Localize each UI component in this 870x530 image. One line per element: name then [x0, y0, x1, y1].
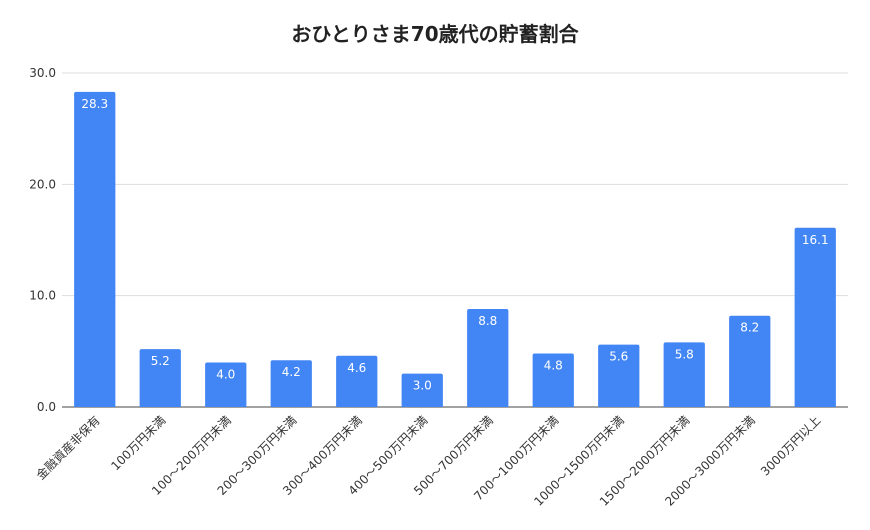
x-tick-label: 3000万円以上: [758, 413, 823, 478]
bar: [532, 353, 574, 407]
bar: [598, 344, 640, 407]
bar: [729, 315, 771, 407]
data-label: 4.2: [282, 365, 301, 379]
bar: [336, 355, 378, 407]
y-axis-ticks: 0.0 10.0 20.0 30.0: [29, 66, 56, 414]
data-label: 3.0: [413, 379, 432, 393]
bars: [74, 91, 836, 407]
bar: [74, 91, 116, 407]
data-label: 4.0: [216, 367, 235, 381]
chart-title: おひとりさま70歳代の貯蓄割合: [291, 22, 579, 46]
data-label: 8.8: [478, 314, 497, 328]
data-label: 4.8: [544, 359, 563, 373]
bar: [663, 342, 705, 407]
bar: [401, 373, 443, 407]
data-labels: 28.3 5.2 4.0 4.2 4.6 3.0 8.8 4.8 5.6 5.8 8.2 16.1: [81, 97, 828, 393]
y-tick-label: 10.0: [29, 289, 56, 303]
x-tick-label: 金融資産非保有: [33, 413, 103, 483]
data-label: 5.6: [609, 350, 628, 364]
data-label: 4.6: [347, 361, 366, 375]
data-label: 5.2: [151, 354, 170, 368]
y-tick-label: 20.0: [29, 177, 56, 191]
x-axis-labels: 金融資産非保有 100万円未満100～200万円未満200～300万円未満300～…: [33, 413, 824, 509]
bar: [139, 349, 181, 407]
y-tick-label: 30.0: [29, 66, 56, 80]
data-label: 8.2: [740, 321, 759, 335]
bar: [794, 227, 836, 407]
data-label: 16.1: [802, 233, 829, 247]
data-label: 28.3: [81, 97, 108, 111]
y-tick-label: 0.0: [37, 400, 56, 414]
data-label: 5.8: [675, 347, 694, 361]
bar: [270, 360, 312, 407]
bar: [467, 309, 509, 407]
bar: [205, 362, 247, 407]
grid-lines: [62, 72, 848, 408]
x-tick-label: 100万円未満: [108, 413, 168, 473]
